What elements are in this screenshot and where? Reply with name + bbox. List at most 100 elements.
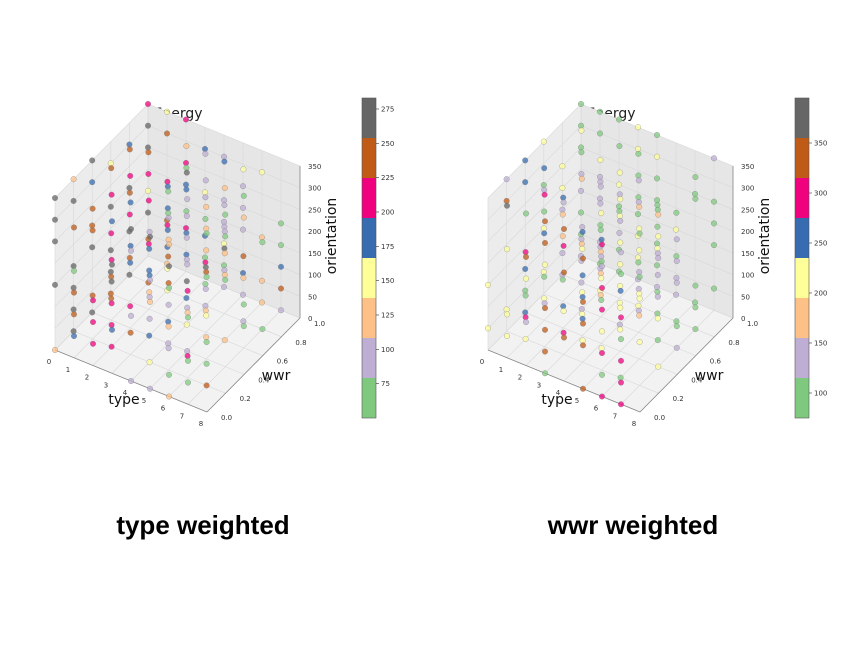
scatter-point — [145, 149, 152, 156]
scatter-point — [166, 371, 172, 378]
colorbar-segment — [795, 338, 809, 378]
scatter-point — [259, 299, 265, 306]
scatter-point — [599, 328, 605, 335]
colorbar-tick-label: 150 — [381, 277, 394, 285]
scatter-point — [522, 179, 529, 186]
scatter-point — [202, 177, 209, 184]
grid-line-orientation — [54, 255, 301, 351]
scatter-point — [599, 350, 605, 357]
wwr-tick-label: 0.6 — [277, 358, 289, 366]
type-tick-label: 6 — [594, 405, 599, 413]
colorbar-segment — [362, 378, 376, 418]
wwr-tick-label: 0.0 — [654, 414, 665, 422]
colorbar-segment — [362, 338, 376, 378]
orientation-tick-label: 100 — [741, 272, 754, 280]
scatter-point — [203, 312, 210, 319]
scatter-point — [560, 199, 567, 206]
scatter-point — [52, 347, 58, 353]
scatter-point — [504, 202, 510, 209]
colorbar-segment — [362, 218, 376, 258]
colorbar-tick-label: 250 — [814, 240, 827, 248]
type-tick-label: 0 — [480, 358, 484, 366]
scatter-point — [599, 241, 605, 248]
scatter-point — [108, 165, 115, 172]
scatter-point — [52, 216, 58, 223]
scatter-point — [203, 382, 210, 389]
colorbar-frame — [794, 97, 810, 419]
scatter-point — [618, 401, 624, 408]
scatter-point — [147, 277, 153, 284]
scatter-point — [711, 198, 717, 205]
scatter-point — [202, 150, 209, 157]
scatter-point — [522, 292, 529, 299]
scatter-point — [184, 287, 191, 294]
scatter-point — [71, 333, 77, 339]
orientation-tick-label: 200 — [308, 228, 321, 236]
caption-wwr-weighted: wwr weighted — [547, 510, 719, 540]
orientation-tick-label: 50 — [308, 293, 317, 301]
scatter-point — [221, 185, 228, 192]
scatter-point — [578, 209, 584, 216]
scatter-point — [240, 301, 247, 308]
scatter-point — [635, 259, 642, 266]
scatter-point — [636, 312, 643, 319]
scatter-point — [597, 108, 603, 115]
scatter-point — [542, 326, 548, 333]
scatter-point — [578, 187, 584, 194]
scatter-point — [541, 191, 548, 198]
scatter-point — [203, 339, 210, 345]
orientation-tick-label: 350 — [308, 163, 321, 171]
scatter-point — [692, 195, 699, 202]
orientation-tick-label: 250 — [308, 206, 321, 214]
scatter-point — [164, 130, 170, 137]
scatter-point — [618, 314, 624, 321]
colorbar-tick-label: 150 — [814, 340, 827, 348]
scatter-point — [164, 227, 171, 233]
scatter-point — [559, 184, 566, 191]
scatter-point — [523, 319, 529, 326]
scatter-point — [278, 263, 284, 270]
scatter-point — [654, 175, 660, 182]
colorbar-tick-label: 275 — [381, 105, 394, 113]
scatter-point — [126, 189, 133, 196]
orientation-tick-label: 50 — [741, 293, 750, 301]
scatter-point — [183, 321, 190, 328]
scatter-point — [183, 143, 190, 149]
scatter-point — [147, 233, 153, 240]
type-tick-label: 5 — [142, 397, 146, 405]
orientation-tick-label: 100 — [308, 272, 321, 280]
scatter-point — [522, 336, 529, 342]
scatter-point — [617, 239, 624, 246]
scatter-point — [654, 132, 660, 138]
orientation-tick-label: 200 — [741, 228, 754, 236]
wwr-tick-label: 0.8 — [295, 339, 306, 347]
scatter-point — [541, 208, 548, 215]
scatter-point — [579, 228, 586, 235]
type-tick-label: 1 — [499, 366, 503, 374]
scatter-point — [504, 333, 510, 339]
scatter-point — [599, 306, 605, 313]
scatter-point — [146, 315, 153, 322]
scatter-point — [636, 203, 643, 210]
scatter-point — [90, 319, 96, 326]
scatter-point — [692, 304, 699, 311]
scatter-point — [109, 218, 115, 225]
scatter-point — [183, 186, 190, 193]
scatter-point — [635, 211, 641, 218]
scatter-point — [185, 379, 191, 386]
scatter-point — [673, 323, 680, 330]
scatter-point — [89, 179, 96, 186]
scatter-point — [107, 203, 114, 210]
scatter-point — [654, 337, 661, 344]
scatter-point — [185, 357, 191, 364]
scatter-point — [70, 176, 77, 183]
scatter-point — [616, 143, 623, 149]
scatter-point — [635, 150, 642, 157]
scatter-point — [203, 247, 210, 254]
scatter-point — [673, 236, 680, 243]
colorbar-segment — [362, 258, 376, 298]
scatter-point — [128, 312, 134, 319]
chart-panel-type-weighted: Energy 0 1 2 3 4 5 6 7 8 0.0 0.2 0.4 0.6 0.8 1.0 0 50 100 1… — [0, 0, 434, 480]
scatter-point — [89, 244, 96, 251]
scatter-point — [711, 220, 717, 227]
